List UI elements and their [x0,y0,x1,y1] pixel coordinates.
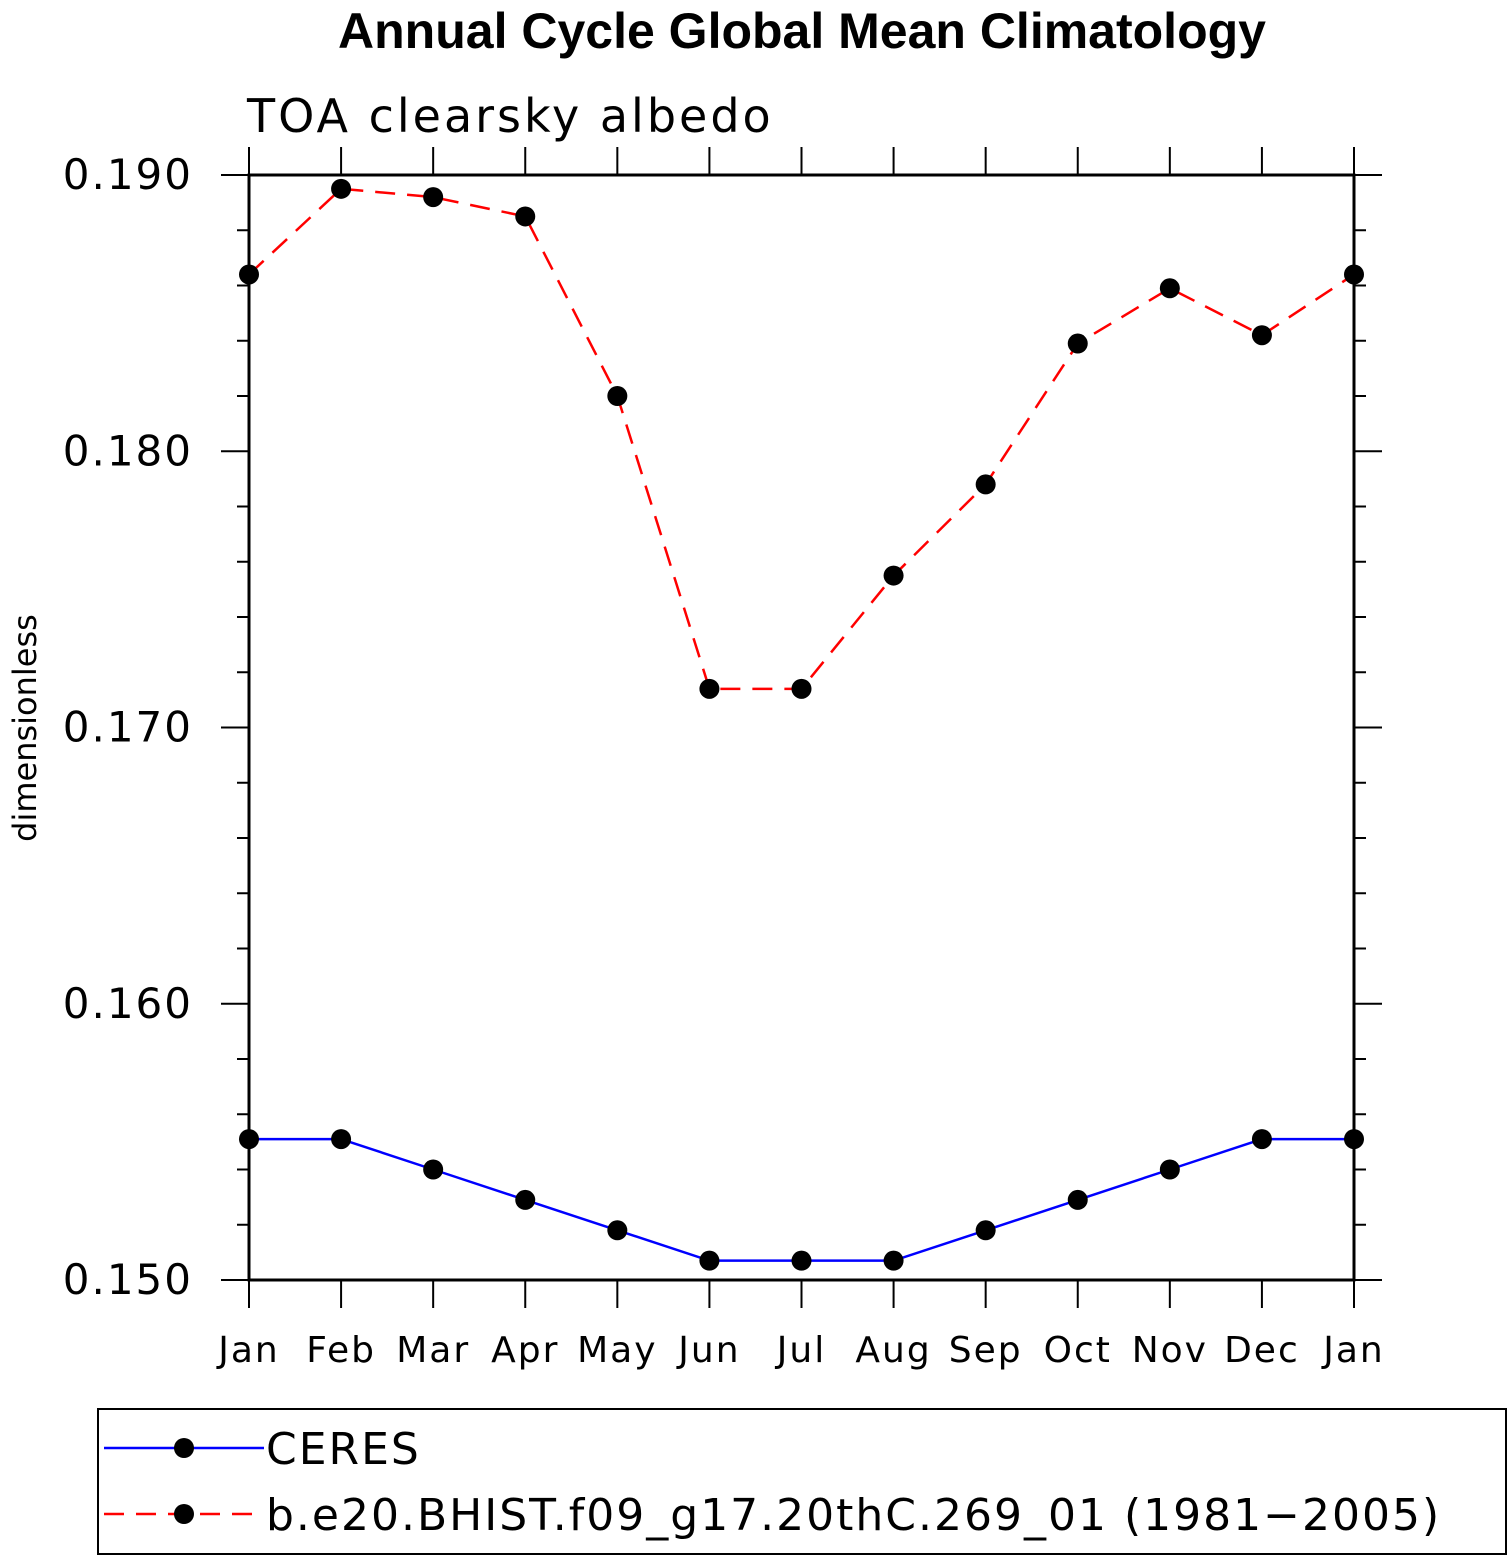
x-tick-label: Oct [1044,1330,1112,1371]
chart-subtitle: TOA clearsky albedo [246,89,774,143]
legend: CERES b.e20.BHIST.f09_g17.20thC.269_01 (… [97,1408,1507,1555]
x-tick-label: Apr [491,1330,559,1371]
series-0-point [423,1159,444,1180]
series-1-point [1344,264,1364,285]
series-0-point [1159,1159,1180,1180]
legend-box [97,1408,1507,1555]
series-1-point [1251,325,1272,346]
series-0-point [699,1250,720,1271]
series-0-point [331,1129,352,1150]
x-tick-label: Nov [1132,1330,1208,1371]
series-1-point [1067,333,1088,354]
series-1-point [1159,278,1180,299]
legend-marker-ceres [174,1438,194,1458]
series-0-point [239,1129,259,1150]
series-1-point [239,264,259,285]
x-tick-label: Sep [949,1330,1023,1371]
x-tick-label: Dec [1224,1330,1300,1371]
series-0-point [791,1250,812,1271]
legend-marker-model [174,1504,194,1524]
series-1-point [791,678,812,699]
y-axis-label: dimensionless [6,614,44,842]
x-tick-label: May [577,1330,657,1371]
y-tick-label: 0.170 [63,703,193,752]
series-0-point [1251,1129,1272,1150]
series-0-point [975,1220,996,1241]
x-tick-label: Feb [306,1330,376,1371]
legend-label-ceres: CERES [266,1424,421,1475]
series-1-point [423,187,444,208]
axes-ticks: 0.150 0.160 0.170 0.180 0.190 Jan Feb Mar Apr May… [63,147,1385,1371]
x-tick-label: Jan [216,1330,280,1371]
y-tick-label: 0.160 [63,979,193,1028]
series-0-point [1067,1189,1088,1210]
series-0-point [1344,1129,1364,1150]
chart-title: Annual Cycle Global Mean Climatology [338,3,1266,59]
series-line-0 [249,1137,1354,1262]
series-1-point [515,206,536,227]
x-tick-label: Mar [396,1330,470,1371]
series-0-point [607,1220,628,1241]
series-1-point [607,386,628,406]
y-tick-label: 0.150 [63,1255,193,1304]
series-0-point [515,1189,536,1210]
plot-frame [247,173,1356,1282]
series-1-point [975,474,996,495]
series-layer [239,178,1364,1271]
legend-label-model: b.e20.BHIST.f09_g17.20thC.269_01 (1981−2… [266,1490,1441,1541]
series-1-point [883,565,904,586]
x-tick-label: Aug [855,1330,931,1371]
series-0-point [883,1250,904,1271]
y-tick-label: 0.180 [63,426,193,475]
x-tick-label: Jan [1321,1330,1385,1371]
y-tick-label: 0.190 [63,150,193,199]
x-tick-label: Jun [676,1330,740,1371]
x-tick-label: Jul [775,1330,826,1371]
series-1-point [699,678,720,699]
series-1-point [331,178,352,199]
series-line-1 [248,187,1355,691]
